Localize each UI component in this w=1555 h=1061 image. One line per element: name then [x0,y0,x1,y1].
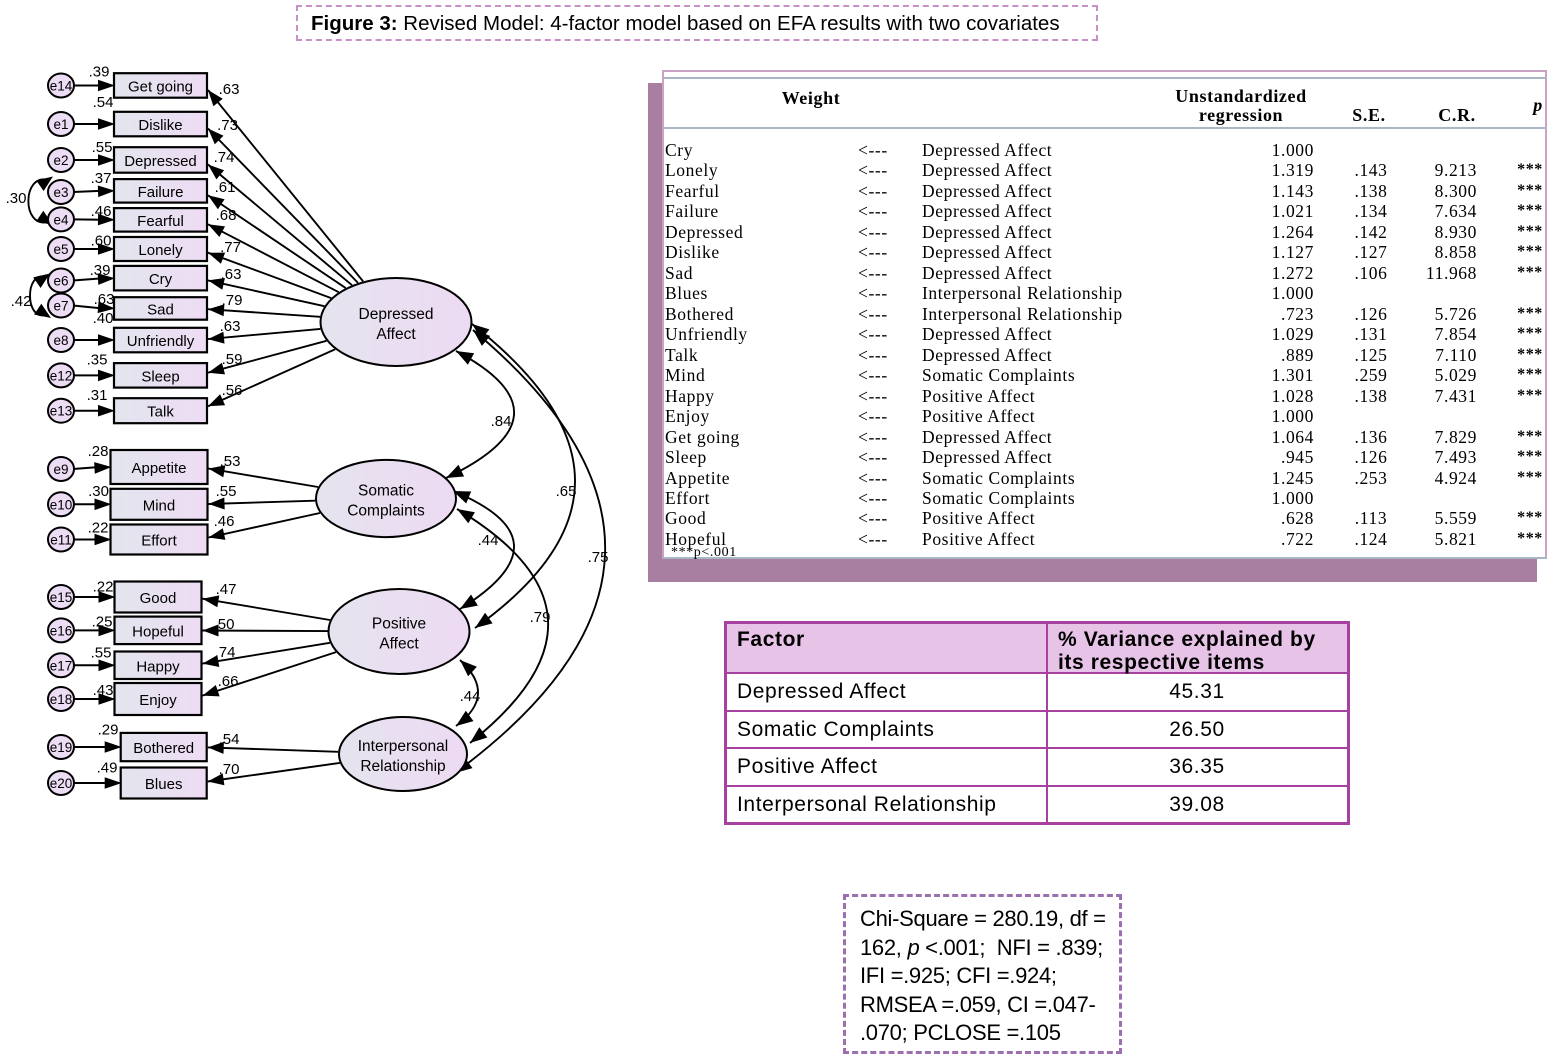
svg-text:.50: .50 [214,616,235,633]
svg-text:Dislike: Dislike [138,117,182,134]
svg-text:.31: .31 [87,387,108,404]
svg-text:e6: e6 [53,274,68,289]
svg-text:e19: e19 [50,740,73,755]
svg-text:.56: .56 [222,382,243,399]
svg-text:.30: .30 [6,190,27,207]
svg-text:Fearful: Fearful [137,213,184,230]
svg-text:Depressed: Depressed [124,153,197,170]
svg-text:.35: .35 [87,352,108,369]
svg-text:.63: .63 [221,266,242,283]
svg-text:Lonely: Lonely [138,242,183,259]
svg-text:.60: .60 [91,233,112,250]
svg-text:Affect: Affect [379,636,419,653]
svg-text:.29: .29 [98,722,119,739]
svg-text:.63: .63 [94,291,115,308]
svg-text:e4: e4 [53,212,69,227]
svg-text:e7: e7 [53,299,68,314]
svg-text:.66: .66 [218,673,239,690]
svg-text:Depressed: Depressed [359,306,434,323]
svg-text:Mind: Mind [143,497,176,514]
svg-text:.22: .22 [88,520,109,537]
svg-text:.55: .55 [216,483,237,500]
svg-text:e16: e16 [50,623,73,638]
svg-text:Talk: Talk [147,404,174,421]
svg-text:Interpersonal: Interpersonal [358,738,448,755]
svg-text:.42: .42 [11,293,32,310]
svg-text:.63: .63 [220,318,241,335]
svg-text:Blues: Blues [145,776,183,793]
svg-text:Hopeful: Hopeful [132,623,184,640]
svg-text:Somatic: Somatic [358,483,414,500]
svg-text:.53: .53 [220,453,241,470]
svg-text:.49: .49 [97,760,118,777]
svg-text:Positive: Positive [372,616,426,633]
svg-text:.54: .54 [93,94,114,111]
svg-text:Affect: Affect [376,326,416,343]
svg-text:.28: .28 [88,443,109,460]
svg-text:.59: .59 [222,351,243,368]
svg-text:.70: .70 [219,761,240,778]
svg-text:e13: e13 [50,404,73,419]
svg-text:.25: .25 [92,614,113,631]
svg-text:e2: e2 [53,153,68,168]
svg-text:.39: .39 [89,64,110,81]
svg-text:Failure: Failure [138,184,184,201]
svg-text:.77: .77 [220,239,241,256]
svg-text:e3: e3 [53,185,68,200]
svg-text:Sleep: Sleep [141,368,179,385]
svg-text:e8: e8 [53,333,68,348]
svg-text:e20: e20 [50,776,73,791]
svg-text:Cry: Cry [149,271,173,288]
svg-text:.65: .65 [556,483,577,500]
svg-text:e15: e15 [50,590,73,605]
svg-text:.73: .73 [217,117,238,134]
svg-text:Good: Good [140,590,177,607]
svg-text:e12: e12 [50,368,73,383]
svg-text:.68: .68 [216,207,237,224]
svg-text:.54: .54 [219,731,240,748]
svg-text:.39: .39 [90,262,111,279]
svg-text:.61: .61 [215,179,236,196]
svg-text:.46: .46 [214,513,235,530]
svg-text:e18: e18 [50,692,73,707]
svg-text:Complaints: Complaints [347,503,425,520]
svg-text:.55: .55 [92,139,113,156]
svg-text:Relationship: Relationship [360,758,445,775]
svg-text:.47: .47 [216,581,237,598]
svg-text:.75: .75 [588,549,609,566]
svg-text:.37: .37 [91,170,112,187]
svg-text:e11: e11 [50,533,72,548]
svg-text:e14: e14 [50,79,73,94]
svg-text:Unfriendly: Unfriendly [127,333,195,350]
svg-text:.79: .79 [222,292,243,309]
svg-text:.55: .55 [91,645,112,662]
svg-text:e5: e5 [53,242,68,257]
svg-text:Get going: Get going [128,79,193,96]
svg-text:.30: .30 [88,483,109,500]
svg-text:Appetite: Appetite [131,460,186,477]
svg-text:Happy: Happy [136,658,180,675]
svg-text:Bothered: Bothered [133,740,194,757]
svg-text:e9: e9 [53,462,68,477]
svg-text:.63: .63 [219,81,240,98]
svg-text:Enjoy: Enjoy [139,692,177,709]
svg-text:.84: .84 [491,413,512,430]
svg-text:.40: .40 [93,310,114,327]
svg-text:.46: .46 [91,203,112,220]
svg-text:e17: e17 [50,658,73,673]
svg-text:.44: .44 [478,532,499,549]
svg-text:.22: .22 [93,579,114,596]
svg-text:e1: e1 [53,117,68,132]
svg-text:.74: .74 [215,644,236,661]
svg-text:Effort: Effort [141,533,177,550]
svg-text:e10: e10 [50,497,73,512]
svg-text:.43: .43 [93,682,114,699]
svg-text:.79: .79 [530,609,551,626]
svg-text:.74: .74 [214,149,235,166]
svg-text:.44: .44 [460,688,481,705]
svg-text:Sad: Sad [147,302,174,319]
